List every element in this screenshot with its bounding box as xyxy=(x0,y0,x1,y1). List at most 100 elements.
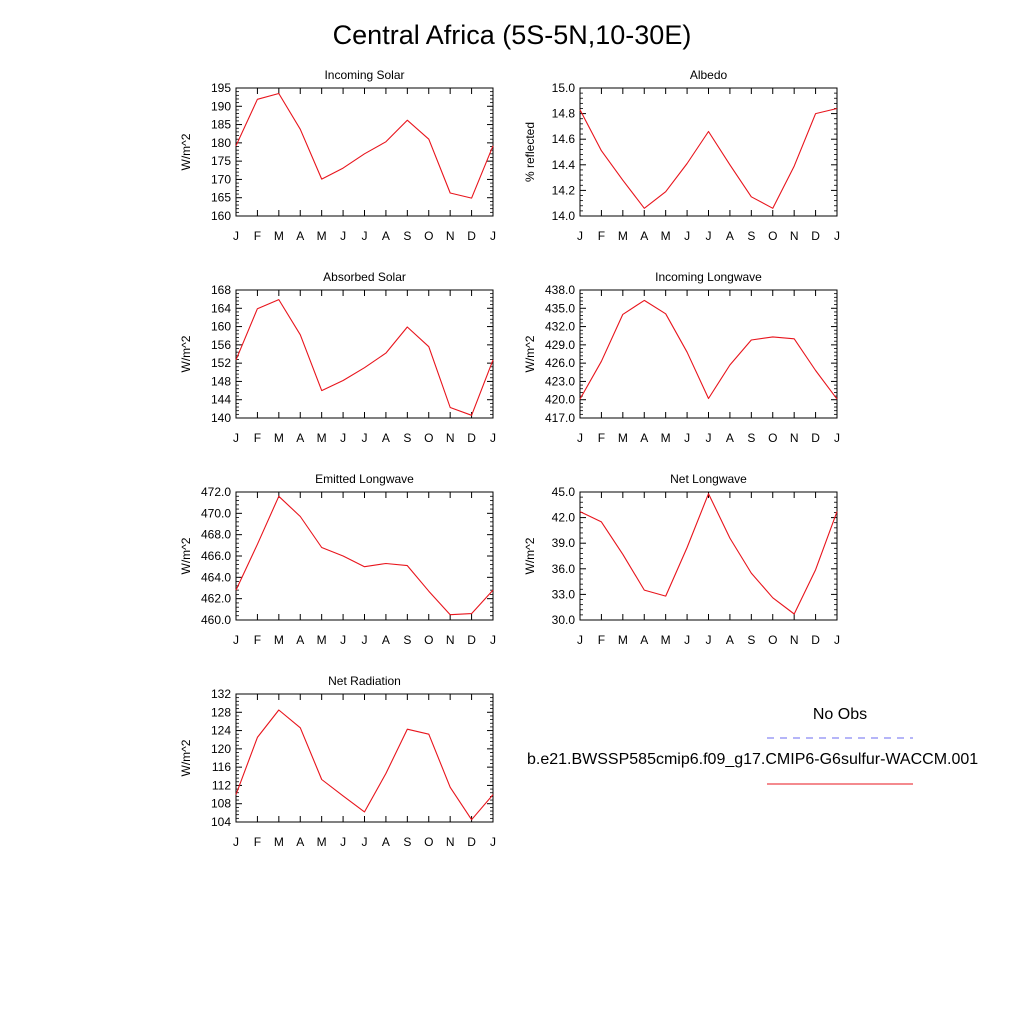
panel-title: Net Longwave xyxy=(670,472,747,486)
x-tick-label: N xyxy=(446,431,455,445)
y-tick-label: 112 xyxy=(212,778,231,792)
y-tick-label: 116 xyxy=(212,760,231,774)
y-tick-label: 164 xyxy=(211,301,231,315)
y-axis-label: W/m^2 xyxy=(523,335,537,372)
y-tick-label: 168 xyxy=(211,283,231,297)
x-tick-label: O xyxy=(768,431,777,445)
y-tick-label: 466.0 xyxy=(201,549,231,563)
x-tick-label: A xyxy=(640,633,648,647)
x-tick-label: J xyxy=(233,835,239,849)
x-tick-label: M xyxy=(618,229,628,243)
x-tick-label: O xyxy=(424,229,433,243)
y-tick-label: 14.6 xyxy=(552,132,576,146)
x-tick-label: M xyxy=(274,229,284,243)
plot-frame xyxy=(235,289,494,419)
x-tick-label: A xyxy=(382,835,390,849)
y-tick-label: 160 xyxy=(211,320,231,334)
x-tick-label: J xyxy=(577,431,583,445)
y-axis-label: W/m^2 xyxy=(179,133,193,170)
x-tick-label: S xyxy=(403,229,411,243)
y-tick-label: 144 xyxy=(211,393,231,407)
x-tick-label: S xyxy=(403,633,411,647)
y-axis-label: W/m^2 xyxy=(179,335,193,372)
plot-frame xyxy=(235,87,494,217)
y-tick-label: 128 xyxy=(211,705,231,719)
plot-frame xyxy=(235,693,494,823)
x-tick-label: A xyxy=(382,229,390,243)
y-tick-label: 45.0 xyxy=(552,485,576,499)
x-tick-label: M xyxy=(661,431,671,445)
panel-title: Albedo xyxy=(690,68,728,82)
y-tick-label: 170 xyxy=(211,172,231,186)
x-tick-label: J xyxy=(706,431,712,445)
x-tick-label: O xyxy=(768,633,777,647)
page-title: Central Africa (5S-5N,10-30E) xyxy=(332,20,692,50)
y-axis-label: W/m^2 xyxy=(179,537,193,574)
x-tick-label: M xyxy=(317,835,327,849)
x-tick-label: A xyxy=(296,633,304,647)
x-tick-label: D xyxy=(811,229,820,243)
y-tick-label: 120 xyxy=(211,742,231,756)
series-line xyxy=(579,299,838,400)
y-tick-label: 14.8 xyxy=(552,107,576,121)
series-line xyxy=(235,92,494,199)
x-tick-label: J xyxy=(834,229,840,243)
x-tick-label: F xyxy=(598,431,605,445)
x-tick-label: A xyxy=(640,229,648,243)
x-tick-label: D xyxy=(467,633,476,647)
x-tick-label: N xyxy=(446,229,455,243)
y-tick-label: 156 xyxy=(211,338,231,352)
y-tick-label: 432.0 xyxy=(545,320,575,334)
y-tick-label: 124 xyxy=(211,724,231,738)
panel-title: Net Radiation xyxy=(328,674,401,688)
x-tick-label: J xyxy=(340,229,346,243)
x-tick-label: A xyxy=(382,633,390,647)
x-tick-label: A xyxy=(726,431,734,445)
y-tick-label: 152 xyxy=(211,356,231,370)
x-tick-label: S xyxy=(747,229,755,243)
series-line xyxy=(235,709,494,821)
x-tick-label: J xyxy=(362,431,368,445)
x-tick-label: J xyxy=(233,229,239,243)
x-tick-label: J xyxy=(490,835,496,849)
panel-6: Net Longwave W/m^2 30.0 33.0 36.0 39.0 42.0 45.… xyxy=(523,472,840,647)
x-tick-label: M xyxy=(661,633,671,647)
y-tick-label: 460.0 xyxy=(201,613,231,627)
x-tick-label: F xyxy=(254,431,261,445)
x-tick-label: N xyxy=(446,633,455,647)
y-tick-label: 108 xyxy=(211,797,231,811)
x-tick-label: N xyxy=(790,431,799,445)
y-tick-label: 140 xyxy=(211,411,231,425)
y-axis-label: W/m^2 xyxy=(523,537,537,574)
panel-1: Incoming Solar W/m^2 160 165 170 175 180 185 190… xyxy=(179,68,496,243)
x-tick-label: J xyxy=(684,229,690,243)
y-tick-label: 462.0 xyxy=(201,592,231,606)
x-tick-label: S xyxy=(747,431,755,445)
x-tick-label: A xyxy=(726,229,734,243)
x-tick-label: A xyxy=(296,835,304,849)
y-tick-label: 417.0 xyxy=(545,411,575,425)
y-tick-label: 429.0 xyxy=(545,338,575,352)
y-tick-label: 185 xyxy=(211,118,231,132)
y-tick-label: 39.0 xyxy=(552,536,576,550)
x-tick-label: A xyxy=(296,431,304,445)
x-tick-label: J xyxy=(706,229,712,243)
legend-obs-label: No Obs xyxy=(812,706,868,723)
x-tick-label: J xyxy=(362,229,368,243)
x-tick-label: S xyxy=(403,431,411,445)
y-tick-label: 132 xyxy=(211,687,231,701)
y-tick-label: 195 xyxy=(211,81,231,95)
y-tick-label: 36.0 xyxy=(552,562,576,576)
plot-frame xyxy=(579,491,838,621)
x-tick-label: J xyxy=(834,431,840,445)
y-tick-label: 14.2 xyxy=(552,183,576,197)
x-tick-label: A xyxy=(726,633,734,647)
x-tick-label: J xyxy=(684,633,690,647)
y-tick-label: 148 xyxy=(211,374,231,388)
x-tick-label: J xyxy=(577,229,583,243)
x-tick-label: J xyxy=(340,835,346,849)
panel-title: Incoming Longwave xyxy=(655,270,762,284)
y-tick-label: 165 xyxy=(211,191,231,205)
